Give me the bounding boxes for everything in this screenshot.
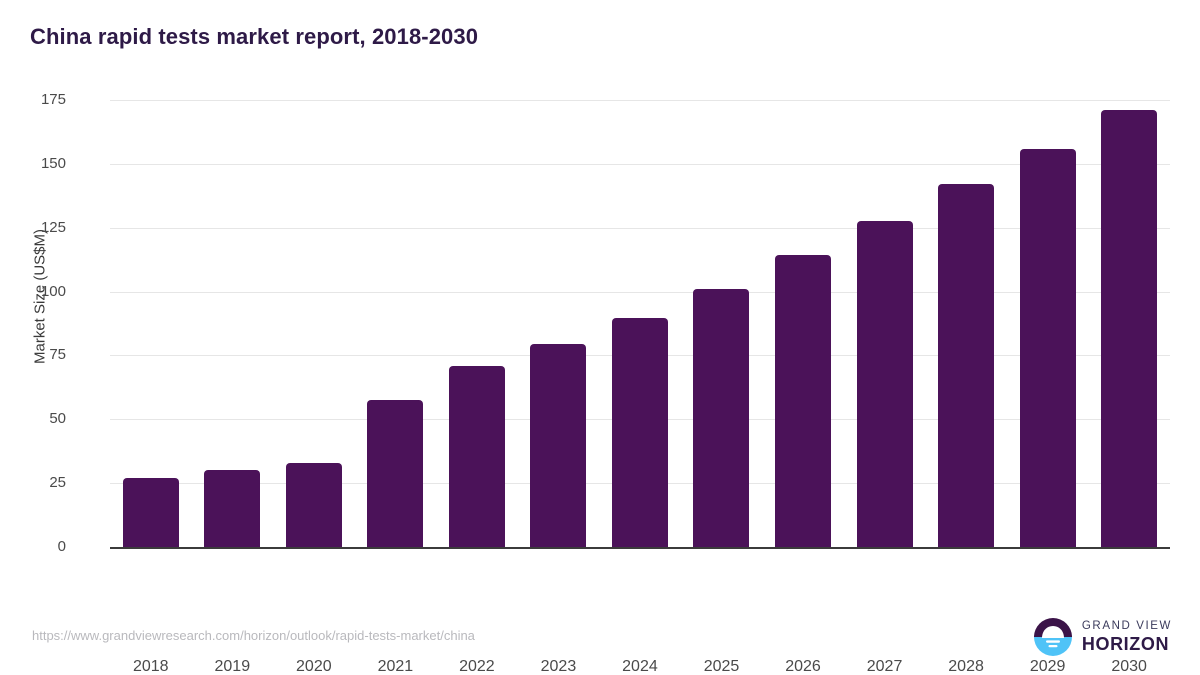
- gridline: [110, 163, 1170, 165]
- y-axis-tick-label: 25: [49, 474, 66, 492]
- y-axis-tick-label: 175: [40, 91, 66, 108]
- bar-slot: [599, 100, 681, 547]
- x-axis-tick-label: 2020: [296, 658, 332, 675]
- gridline: [110, 291, 1170, 293]
- bar-slot: [1088, 100, 1170, 547]
- bar-slot: [844, 100, 926, 547]
- x-axis-tick-label: 2028: [948, 658, 984, 675]
- x-axis-line: [110, 547, 1170, 549]
- bar-slot: [681, 100, 763, 547]
- source-url[interactable]: https://www.grandviewresearch.com/horizo…: [32, 628, 475, 643]
- x-axis-tick-labels: 2018 2019 2020 2021 2022 2023 2024 2025 2026 2027…: [110, 658, 1170, 675]
- x-axis-tick-label: 2029: [1029, 658, 1066, 675]
- bar-series: [110, 100, 1170, 547]
- bar[interactable]: [938, 184, 995, 547]
- bar[interactable]: [775, 254, 832, 547]
- logo-top-text: GRAND VIEW: [1081, 619, 1172, 632]
- y-axis-tick-label: 100: [40, 282, 66, 300]
- x-axis-tick-label: 2022: [459, 658, 495, 675]
- bar[interactable]: [204, 470, 261, 547]
- x-axis-tick-label: 2024: [622, 658, 658, 675]
- grand-view-horizon-logo-icon: [1033, 618, 1072, 656]
- x-axis-tick-label: 2030: [1111, 658, 1147, 675]
- y-axis-tick-label: 125: [40, 218, 66, 236]
- page-title: China rapid tests market report, 2018-20…: [30, 24, 479, 49]
- bar-slot: [355, 100, 437, 547]
- y-axis-tick-label: 0: [57, 538, 66, 555]
- bar-slot: [518, 100, 600, 547]
- x-axis-tick-label: 2025: [703, 658, 740, 675]
- y-axis-tick-label: 50: [49, 410, 66, 428]
- bar-slot: [436, 100, 518, 547]
- plot-area: Market Size (US$M) 0 25 50 75 100 125 150 175 2…: [0, 88, 1200, 675]
- gridline: [110, 227, 1170, 229]
- logo-wordmark: GRAND VIEW HORIZON: [1081, 619, 1172, 655]
- bar[interactable]: [285, 462, 342, 547]
- x-axis-tick-label: 2027: [866, 658, 903, 675]
- bar[interactable]: [367, 400, 424, 547]
- bar[interactable]: [1019, 148, 1076, 547]
- bar[interactable]: [693, 289, 750, 547]
- bar-slot: [1007, 100, 1089, 547]
- gridline: [110, 100, 1170, 101]
- x-axis-tick-label: 2023: [540, 658, 577, 675]
- x-axis-tick-label: 2019: [214, 658, 251, 675]
- brand-logo: GRAND VIEW HORIZON: [1033, 617, 1172, 657]
- x-axis-tick-label: 2026: [785, 658, 821, 675]
- bar[interactable]: [448, 365, 505, 547]
- y-axis-tick-label: 150: [40, 154, 66, 172]
- bar[interactable]: [1101, 110, 1158, 547]
- bar-slot: [273, 100, 355, 547]
- bar-slot: [925, 100, 1007, 547]
- y-axis-tick-label: 75: [49, 346, 66, 364]
- logo-bottom-text: HORIZON: [1081, 634, 1170, 655]
- bar[interactable]: [530, 343, 587, 547]
- x-axis-tick-label: 2021: [377, 658, 414, 675]
- bar[interactable]: [122, 478, 179, 547]
- bar[interactable]: [856, 221, 913, 547]
- bar-slot: [192, 100, 274, 547]
- bar-slot: [762, 100, 844, 547]
- bar-slot: [110, 100, 192, 547]
- x-axis-tick-label: 2018: [132, 658, 169, 675]
- bar[interactable]: [611, 318, 668, 547]
